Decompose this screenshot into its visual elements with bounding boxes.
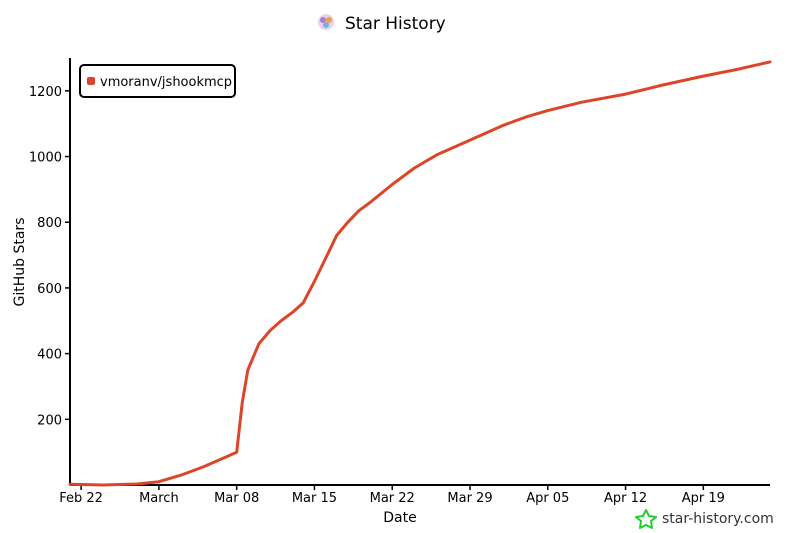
legend-label: vmoranv/jshookmcp (100, 75, 232, 90)
series-layer (68, 60, 772, 487)
series-line (68, 60, 772, 487)
x-tick-label: Mar 15 (292, 491, 337, 506)
watermark[interactable]: star-history.com (635, 509, 774, 529)
y-tick-label: 1200 (29, 85, 62, 100)
x-axis-title: Date (383, 510, 416, 526)
chart-title-text: Star History (345, 14, 446, 34)
watermark-text: star-history.com (662, 511, 774, 527)
x-tick-label: Apr 12 (604, 491, 647, 506)
legend-swatch (87, 77, 95, 85)
x-tick-label: Mar 22 (370, 491, 415, 506)
x-tick-label: Mar 29 (447, 491, 492, 506)
legend: vmoranv/jshookmcp (79, 64, 236, 98)
green-star-icon (635, 509, 657, 529)
y-axis-ticks: 200 400 600 800 1000 1200 (29, 85, 70, 428)
chart-title: Star History (318, 14, 446, 34)
x-tick-label: Apr 05 (526, 491, 569, 506)
star-history-logo-icon (318, 14, 334, 30)
x-tick-label: Mar 08 (214, 491, 259, 506)
x-tick-label: Apr 19 (682, 491, 725, 506)
y-axis-title: GitHub Stars (12, 218, 28, 307)
y-tick-label: 1000 (29, 151, 62, 166)
x-axis-ticks: Feb 22 March Mar 08 Mar 15 Mar 22 Mar 29 Apr 0… (59, 485, 725, 506)
x-tick-label: March (139, 491, 179, 506)
y-tick-label: 200 (37, 413, 62, 428)
legend-box (79, 64, 236, 98)
y-tick-label: 400 (37, 348, 62, 363)
y-tick-label: 800 (37, 216, 62, 231)
x-tick-label: Feb 22 (59, 491, 103, 506)
y-tick-label: 600 (37, 282, 62, 297)
